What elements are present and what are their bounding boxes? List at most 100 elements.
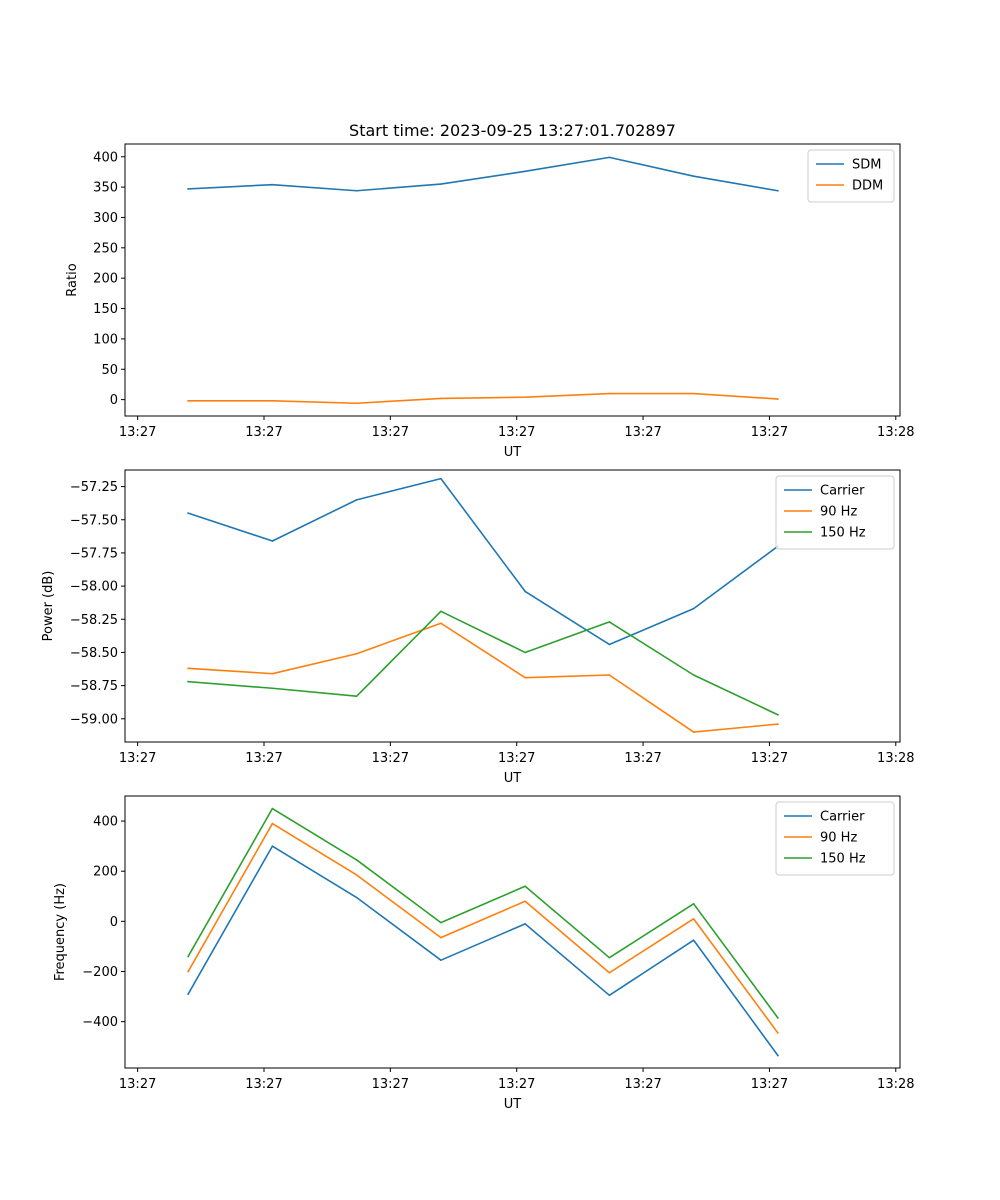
subplot-1: 13:27 13:27 13:27 13:27 13:27 13:27 13:28 0 50 10… — [65, 143, 915, 460]
x-tick-label: 13:27 — [245, 1077, 282, 1092]
series-line — [187, 610, 779, 716]
series-line — [187, 477, 779, 646]
data-point — [692, 903, 695, 905]
data-point — [692, 918, 695, 920]
data-point — [777, 714, 779, 716]
x-tick-label: 13:27 — [119, 751, 156, 766]
y-tick-label: −57.25 — [70, 480, 118, 495]
y-tick-label: −58.75 — [70, 679, 118, 694]
series-line — [187, 622, 779, 733]
data-point — [271, 807, 274, 810]
axes-frame — [124, 469, 901, 743]
series-carrier — [187, 845, 779, 1057]
series-line — [187, 392, 779, 405]
x-tick-label: 13:27 — [624, 751, 661, 766]
data-point — [271, 845, 274, 847]
data-point — [355, 695, 358, 698]
series-90-hz — [187, 822, 779, 1035]
legend-label: 150 Hz — [820, 526, 866, 541]
y-tick-label: −400 — [82, 1015, 118, 1030]
legend-item: SDM — [816, 158, 881, 173]
data-point — [440, 610, 442, 613]
x-tick-label: 13:27 — [751, 1077, 788, 1092]
data-point — [777, 398, 779, 400]
legend-box — [775, 801, 895, 876]
y-tick-label: 50 — [101, 363, 118, 378]
y-axis-label: Frequency (Hz) — [53, 883, 68, 981]
chart-title: Start time: 2023-09-25 13:27:01.702897 — [349, 121, 676, 140]
data-point — [608, 643, 611, 646]
x-tick-label: 13:27 — [624, 1077, 661, 1092]
data-point — [608, 994, 611, 997]
data-point — [271, 400, 274, 402]
series-150-hz — [187, 807, 779, 1019]
data-point — [440, 183, 442, 185]
series-line — [187, 845, 779, 1057]
data-point — [440, 959, 442, 961]
data-point — [777, 1054, 779, 1057]
y-tick-label: 350 — [93, 181, 118, 196]
y-tick-label: 300 — [93, 211, 118, 226]
legend-item: 90 Hz — [784, 831, 857, 846]
series-sdm — [187, 156, 779, 192]
y-tick-label: 200 — [93, 865, 118, 880]
legend-item: Carrier — [784, 484, 865, 499]
x-tick-label: 13:27 — [119, 1077, 156, 1092]
series-line — [187, 822, 779, 1035]
y-tick-label: 250 — [93, 241, 118, 256]
series-line — [187, 807, 779, 1019]
data-point — [608, 971, 611, 974]
y-tick-label: −57.50 — [70, 513, 118, 528]
data-point — [355, 402, 358, 405]
x-tick-label: 13:27 — [751, 751, 788, 766]
data-point — [187, 512, 189, 514]
data-point — [440, 921, 442, 924]
y-tick-label: 0 — [110, 393, 118, 408]
data-point — [692, 392, 695, 395]
data-point — [187, 970, 189, 973]
series-90-hz — [187, 622, 779, 733]
x-axis-label: UT — [504, 445, 522, 460]
y-tick-label: −58.00 — [70, 580, 118, 595]
data-point — [355, 874, 358, 876]
legend-box — [807, 149, 895, 203]
data-point — [692, 607, 695, 610]
data-point — [777, 1032, 779, 1034]
data-point — [524, 651, 526, 654]
legend: SDM DDM — [807, 149, 895, 203]
legend-label: 90 Hz — [820, 505, 857, 520]
data-point — [692, 731, 695, 733]
y-tick-label: 400 — [93, 815, 118, 830]
y-axis-label: Power (dB) — [41, 571, 56, 642]
x-tick-label: 13:28 — [877, 425, 914, 440]
legend-label: Carrier — [820, 810, 865, 825]
x-axis-label: UT — [504, 1097, 522, 1112]
y-tick-label: 150 — [93, 302, 118, 317]
data-point — [440, 622, 442, 625]
data-point — [524, 923, 526, 925]
x-tick-label: 13:27 — [624, 425, 661, 440]
data-point — [187, 993, 189, 995]
data-point — [692, 939, 695, 941]
data-point — [608, 392, 611, 395]
legend-label: 90 Hz — [820, 831, 857, 846]
axes-frame — [124, 143, 901, 417]
x-tick-label: 13:27 — [245, 751, 282, 766]
data-point — [608, 156, 611, 159]
legend: Carrier 90 Hz 150 Hz — [775, 801, 895, 876]
data-point — [187, 667, 189, 670]
data-point — [271, 183, 274, 186]
x-tick-label: 13:27 — [498, 1077, 535, 1092]
legend-label: Carrier — [820, 484, 865, 499]
y-tick-label: 400 — [93, 150, 118, 165]
data-point — [777, 189, 779, 192]
axes-frame — [124, 795, 901, 1069]
y-tick-label: −200 — [82, 965, 118, 980]
data-point — [271, 540, 274, 542]
data-point — [355, 189, 358, 192]
series-ddm — [187, 392, 779, 405]
data-point — [440, 477, 442, 480]
legend-item: Carrier — [784, 810, 865, 825]
data-point — [355, 499, 358, 501]
